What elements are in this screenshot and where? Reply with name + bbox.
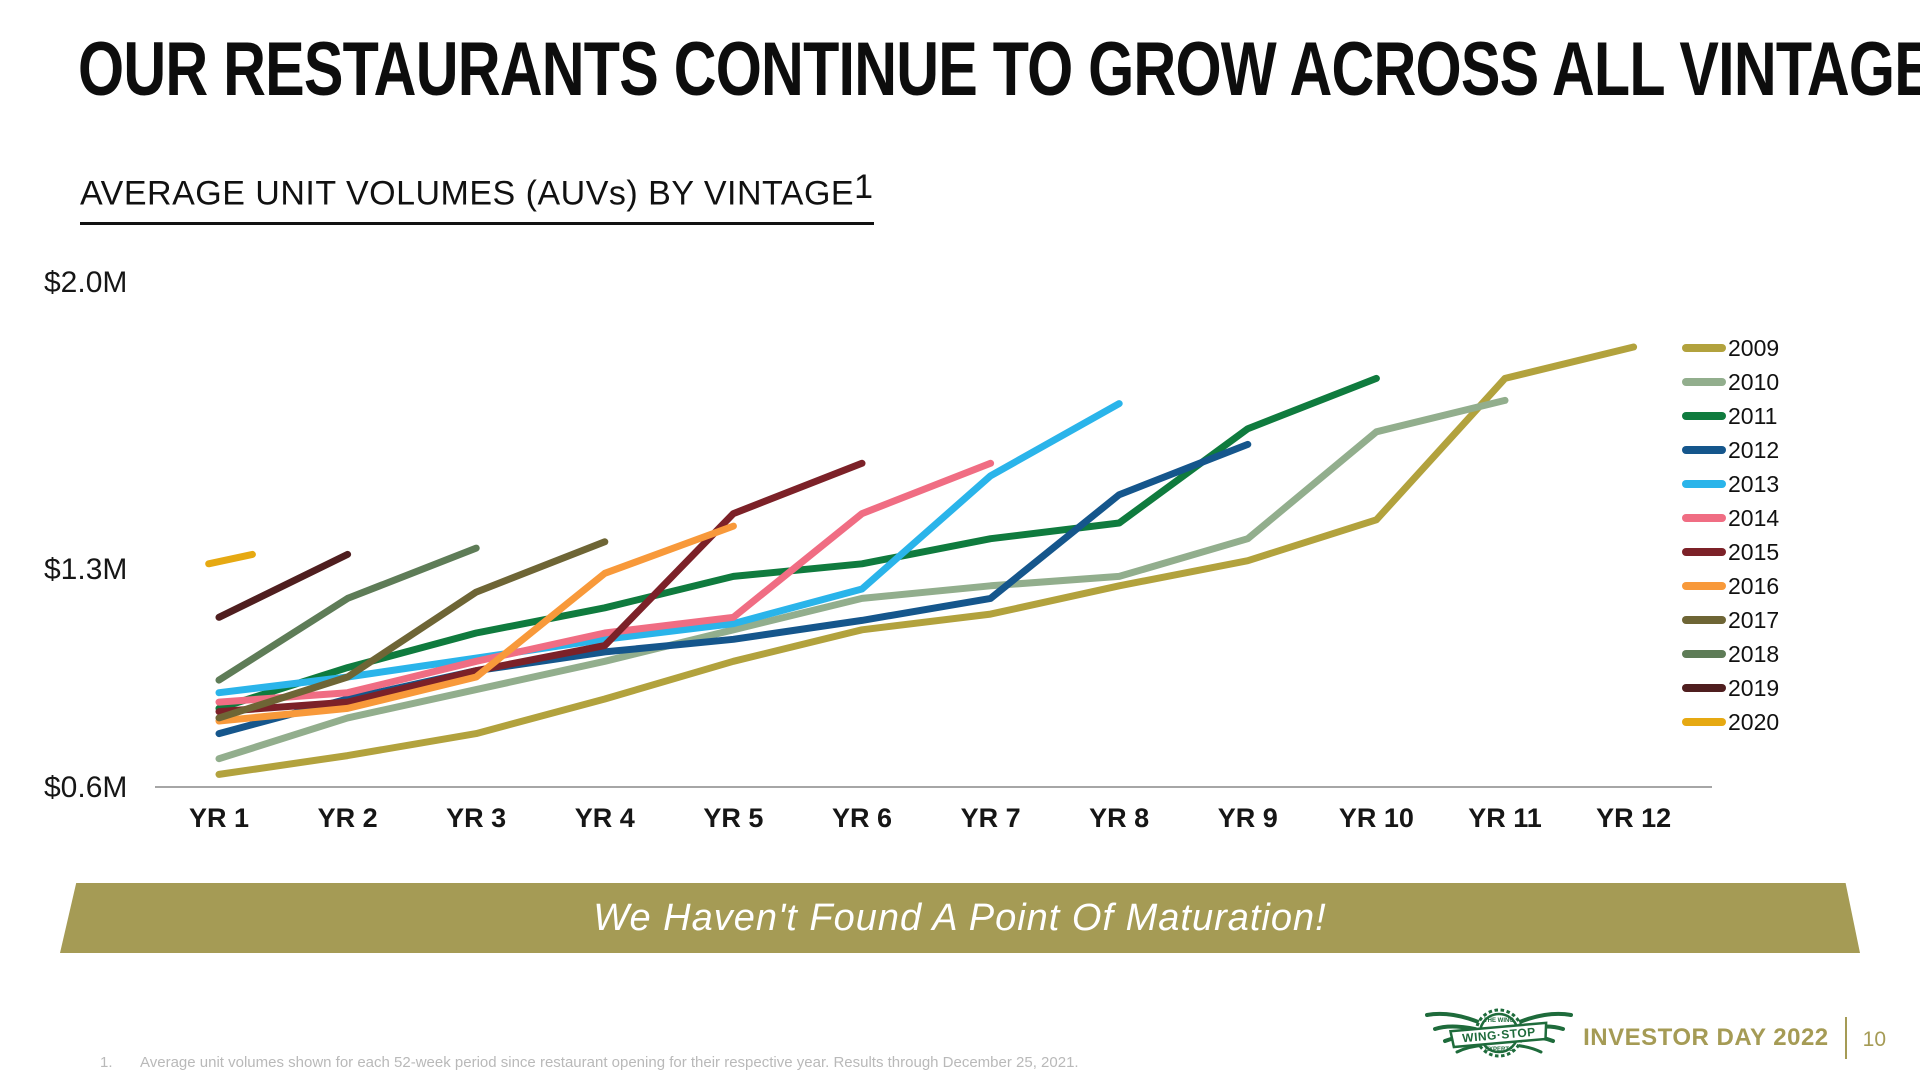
legend-swatch-2010: [1682, 378, 1726, 386]
x-tick-label-1: YR 1: [188, 803, 250, 833]
slide-title: OUR RESTAURANTS CONTINUE TO GROW ACROSS …: [78, 27, 1920, 112]
legend-label-2020: 2020: [1728, 708, 1780, 735]
footnote-number: 1.: [100, 1054, 113, 1071]
legend-swatch-2019: [1682, 684, 1726, 692]
x-tick-label-5: YR 5: [703, 803, 764, 833]
x-tick-label-9: YR 9: [1217, 803, 1278, 833]
logo-bottom-text: EXPERTS: [1485, 1047, 1513, 1053]
legend-item-2011: 2011: [1682, 399, 1779, 433]
x-tick-label-8: YR 8: [1089, 803, 1150, 833]
series-line-2014: [215, 459, 995, 706]
x-tick-label-12: YR 12: [1596, 803, 1672, 833]
y-tick-1_3m: $1.3M: [44, 553, 128, 586]
series-line-2018: [215, 544, 480, 684]
legend-label-2019: 2019: [1728, 674, 1780, 701]
legend-label-2013: 2013: [1728, 470, 1780, 497]
chart-subtitle: AVERAGE UNIT VOLUMES (AUVs) BY VINTAGE1: [80, 168, 874, 226]
y-tick-2_0m: $2.0M: [44, 266, 128, 299]
footnote-text: Average unit volumes shown for each 52-w…: [140, 1054, 1079, 1071]
series-line-2010: [215, 396, 1509, 763]
legend-item-2019: 2019: [1682, 671, 1779, 705]
legend-swatch-2015: [1682, 548, 1726, 556]
x-tick-label-6: YR 6: [831, 803, 893, 833]
series-line-2015: [215, 459, 866, 716]
series-line-2016: [215, 522, 737, 725]
legend-item-2016: 2016: [1682, 569, 1779, 603]
wingstop-logo-icon: THE WING EXPERTS WING·STOP: [1425, 1008, 1574, 1058]
logo-brand-text: WING·STOP: [1462, 1025, 1537, 1045]
footer-divider: [1844, 1017, 1847, 1059]
legend-label-2009: 2009: [1728, 334, 1780, 361]
series-line-2009: [215, 343, 1638, 778]
x-tick-label-2: YR 2: [317, 803, 378, 833]
legend-item-2018: 2018: [1682, 637, 1779, 671]
legend-item-2013: 2013: [1682, 467, 1779, 501]
legend-swatch-2012: [1682, 446, 1726, 454]
legend-label-2014: 2014: [1728, 504, 1780, 531]
legend-swatch-2020: [1682, 718, 1726, 726]
footer: THE WING EXPERTS WING·STOP INVESTOR DAY …: [1423, 1002, 1886, 1074]
legend-swatch-2009: [1682, 344, 1726, 352]
legend-label-2012: 2012: [1728, 436, 1780, 463]
legend-item-2012: 2012: [1682, 433, 1779, 467]
legend-item-2015: 2015: [1682, 535, 1779, 569]
chart-subtitle-text: AVERAGE UNIT VOLUMES (AUVs) BY VINTAGE: [80, 174, 855, 213]
legend-label-2015: 2015: [1728, 538, 1780, 565]
legend-label-2016: 2016: [1728, 572, 1780, 599]
legend-swatch-2011: [1682, 412, 1726, 420]
x-tick-label-4: YR 4: [574, 803, 635, 833]
legend-item-2014: 2014: [1682, 501, 1779, 535]
legend-label-2018: 2018: [1728, 640, 1780, 667]
legend-swatch-2013: [1682, 480, 1726, 488]
legend-label-2011: 2011: [1728, 402, 1778, 429]
x-tick-label-11: YR 11: [1468, 803, 1542, 833]
maturation-banner: We Haven't Found A Point Of Maturation!: [60, 883, 1860, 953]
series-line-2020: [205, 550, 256, 568]
footnote-marker: 1: [854, 168, 874, 206]
x-tick-label-3: YR 3: [446, 803, 507, 833]
legend-label-2010: 2010: [1728, 368, 1780, 395]
legend-item-2020: 2020: [1682, 705, 1779, 739]
x-tick-label-7: YR 7: [960, 803, 1021, 833]
legend-swatch-2017: [1682, 616, 1726, 624]
legend-swatch-2016: [1682, 582, 1726, 590]
logo-ribbon: WING·STOP: [1449, 1021, 1548, 1049]
x-tick-label-10: YR 10: [1338, 803, 1414, 833]
footnote: 1. Average unit volumes shown for each 52…: [100, 1054, 1079, 1071]
footer-event-label: INVESTOR DAY 2022: [1583, 1024, 1829, 1051]
series-line-2011: [215, 374, 1380, 712]
banner-text: We Haven't Found A Point Of Maturation!: [593, 896, 1327, 939]
series-line-2013: [215, 400, 1123, 697]
series-line-2019: [215, 550, 352, 621]
logo-top-text: THE WING: [1484, 1018, 1514, 1024]
legend-swatch-2018: [1682, 650, 1726, 658]
legend-label-2017: 2017: [1728, 606, 1780, 633]
legend-item-2009: 2009: [1682, 331, 1779, 365]
legend-item-2010: 2010: [1682, 365, 1779, 399]
footer-page-number: 10: [1862, 1028, 1886, 1051]
legend-swatch-2014: [1682, 514, 1726, 522]
legend-item-2017: 2017: [1682, 603, 1779, 637]
y-tick-0_6m: $0.6M: [44, 771, 128, 804]
chart-legend: 2009 2010 2011 2012 2013 2014 2015 2016 2017 2018…: [1682, 331, 1779, 739]
series-line-2017: [215, 538, 609, 722]
